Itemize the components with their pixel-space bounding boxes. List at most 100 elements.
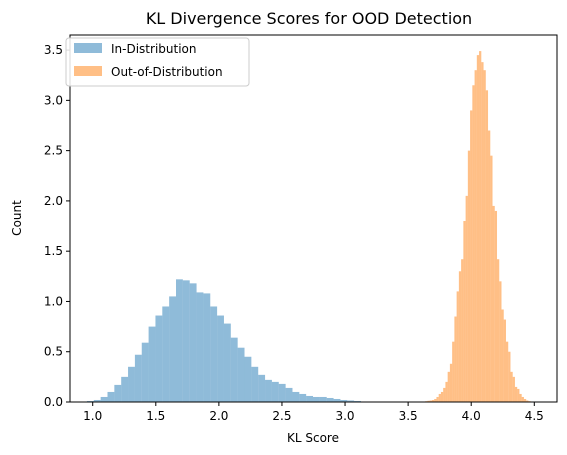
in-distribution-bar: [169, 296, 176, 402]
in-distribution-bar: [258, 374, 266, 402]
in-distribution-bar: [176, 279, 183, 402]
legend-box: [65, 37, 250, 87]
in-distribution-bar: [217, 315, 224, 402]
in-distribution-bar: [347, 400, 355, 402]
plot-frame: [69, 34, 558, 403]
x-tick-label: 2.5: [272, 409, 291, 423]
y-axis-ticks: 0.0 0.5 1.0 1.5 2.0 2.5 3.0 3.5: [44, 43, 70, 409]
in-distribution-bar: [354, 400, 361, 402]
out-of-distribution-bar: [443, 387, 446, 402]
out-of-distribution-bar: [463, 221, 466, 402]
out-of-distribution-bar: [499, 281, 502, 402]
in-distribution-bar: [237, 347, 245, 402]
y-tick-label: 3.5: [44, 43, 63, 57]
y-tick-label: 1.5: [44, 244, 63, 258]
in-distribution-bar: [223, 323, 231, 402]
out-of-distribution-bars: [420, 51, 536, 403]
out-of-distribution-bar: [456, 291, 459, 402]
out-of-distribution-bar: [449, 363, 453, 402]
out-of-distribution-bar: [474, 70, 477, 402]
out-of-distribution-bar: [440, 391, 444, 402]
in-distribution-bar: [326, 397, 334, 402]
out-of-distribution-bar: [476, 55, 480, 403]
y-axis-label: Count: [10, 200, 24, 236]
in-distribution-bar: [306, 395, 314, 402]
in-distribution-bar: [148, 326, 156, 402]
out-of-distribution-bar: [461, 259, 464, 402]
out-of-distribution-bar: [523, 398, 527, 402]
in-distribution-bar: [251, 366, 259, 402]
out-of-distribution-bar: [488, 130, 491, 402]
y-tick-label: 3.0: [44, 93, 63, 107]
x-tick-label: 4.0: [462, 409, 481, 423]
x-axis-label: KL Score: [287, 431, 339, 445]
y-tick-label: 1.0: [44, 294, 63, 308]
out-of-distribution-bar: [427, 400, 430, 402]
in-distribution-bar: [141, 342, 149, 402]
out-of-distribution-bar: [479, 51, 482, 403]
out-of-distribution-bar: [503, 319, 506, 402]
in-distribution-bar: [162, 306, 170, 402]
legend: In-Distribution Out-of-Distribution: [65, 37, 250, 87]
in-distribution-bar: [121, 376, 129, 402]
x-tick-label: 2.0: [209, 409, 228, 423]
in-distribution-bars: [80, 279, 375, 402]
x-tick-label: 4.5: [525, 409, 544, 423]
out-of-distribution-bar: [490, 155, 493, 402]
in-distribution-bar: [319, 396, 327, 402]
in-distribution-bar: [128, 366, 135, 402]
in-distribution-bar: [134, 354, 142, 402]
out-of-distribution-bar: [483, 70, 486, 402]
in-distribution-bar: [265, 379, 272, 402]
y-tick-label: 2.5: [44, 144, 63, 158]
out-of-distribution-bar: [519, 393, 522, 402]
legend-swatch-out-of-distribution: [74, 66, 102, 76]
out-of-distribution-bar: [521, 396, 524, 402]
out-of-distribution-bar: [447, 371, 450, 402]
out-of-distribution-bar: [458, 271, 462, 402]
in-distribution-bar: [244, 356, 252, 402]
out-of-distribution-bar: [445, 381, 448, 402]
out-of-distribution-bar: [454, 316, 457, 402]
in-distribution-bar: [93, 399, 101, 402]
out-of-distribution-bar: [497, 259, 500, 402]
out-of-distribution-bar: [512, 376, 515, 402]
in-distribution-bar: [278, 383, 286, 402]
out-of-distribution-bar: [514, 386, 518, 402]
in-distribution-bar: [292, 391, 300, 402]
in-distribution-bar: [340, 399, 348, 402]
legend-label-out-of-distribution: Out-of-Distribution: [111, 65, 223, 79]
in-distribution-bar: [100, 396, 108, 402]
out-of-distribution-bar: [481, 62, 484, 403]
out-of-distribution-bar: [431, 399, 435, 402]
in-distribution-bar: [210, 306, 218, 402]
y-tick-label: 2.0: [44, 194, 63, 208]
out-of-distribution-bar: [517, 388, 520, 402]
in-distribution-bar: [107, 391, 115, 402]
in-distribution-bar: [196, 292, 204, 402]
out-of-distribution-bar: [501, 309, 504, 402]
out-of-distribution-bar: [508, 351, 511, 402]
y-tick-label: 0.5: [44, 345, 63, 359]
out-of-distribution-bar: [470, 110, 473, 402]
out-of-distribution-bar: [492, 205, 495, 402]
out-of-distribution-bar: [494, 210, 498, 402]
in-distribution-bar: [203, 293, 211, 402]
in-distribution-bar: [285, 387, 293, 402]
in-distribution-bar: [182, 280, 190, 402]
x-tick-label: 3.5: [399, 409, 418, 423]
x-tick-label: 1.0: [83, 409, 102, 423]
in-distribution-bar: [299, 393, 307, 402]
out-of-distribution-bar: [467, 150, 471, 402]
in-distribution-bar: [189, 283, 197, 402]
in-distribution-bar: [271, 381, 279, 402]
legend-label-in-distribution: In-Distribution: [111, 42, 196, 56]
out-of-distribution-bar: [434, 398, 437, 402]
x-tick-label: 1.5: [146, 409, 165, 423]
in-distribution-bar: [114, 384, 122, 402]
out-of-distribution-bar: [472, 85, 475, 403]
out-of-distribution-bar: [452, 341, 455, 402]
out-of-distribution-bar: [436, 396, 439, 402]
out-of-distribution-bar: [526, 400, 529, 402]
